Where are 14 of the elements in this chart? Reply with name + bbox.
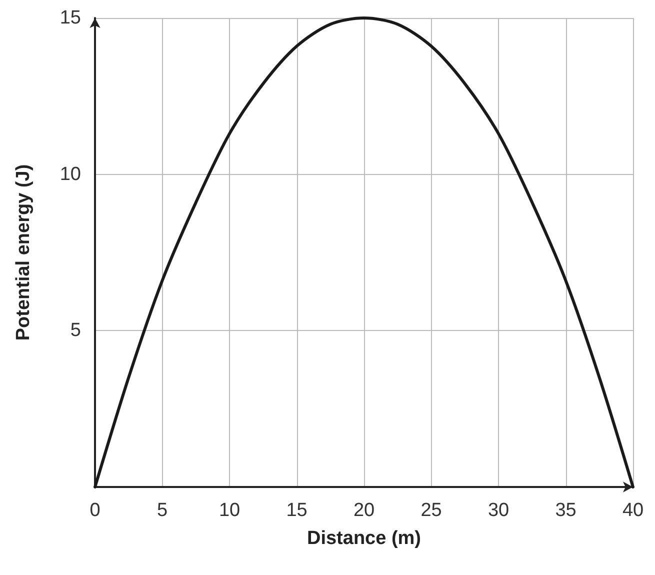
x-tick-label: 5	[156, 500, 168, 521]
x-tick-label: 40	[622, 500, 644, 521]
x-tick-label: 10	[218, 500, 240, 521]
y-tick-label: 10	[60, 164, 81, 185]
x-tick-label: 25	[420, 500, 442, 521]
x-tick-label: 35	[555, 500, 576, 521]
x-tick-label: 30	[488, 500, 510, 521]
y-tick-label: 15	[60, 8, 81, 28]
y-axis-title: Potential energy (J)	[13, 164, 34, 341]
y-tick-label: 5	[70, 320, 81, 342]
x-axis-title: Distance (m)	[306, 528, 422, 549]
x-tick-label: 0	[90, 500, 100, 521]
x-tick-label: 15	[286, 500, 308, 521]
x-tick-label: 20	[353, 500, 375, 521]
